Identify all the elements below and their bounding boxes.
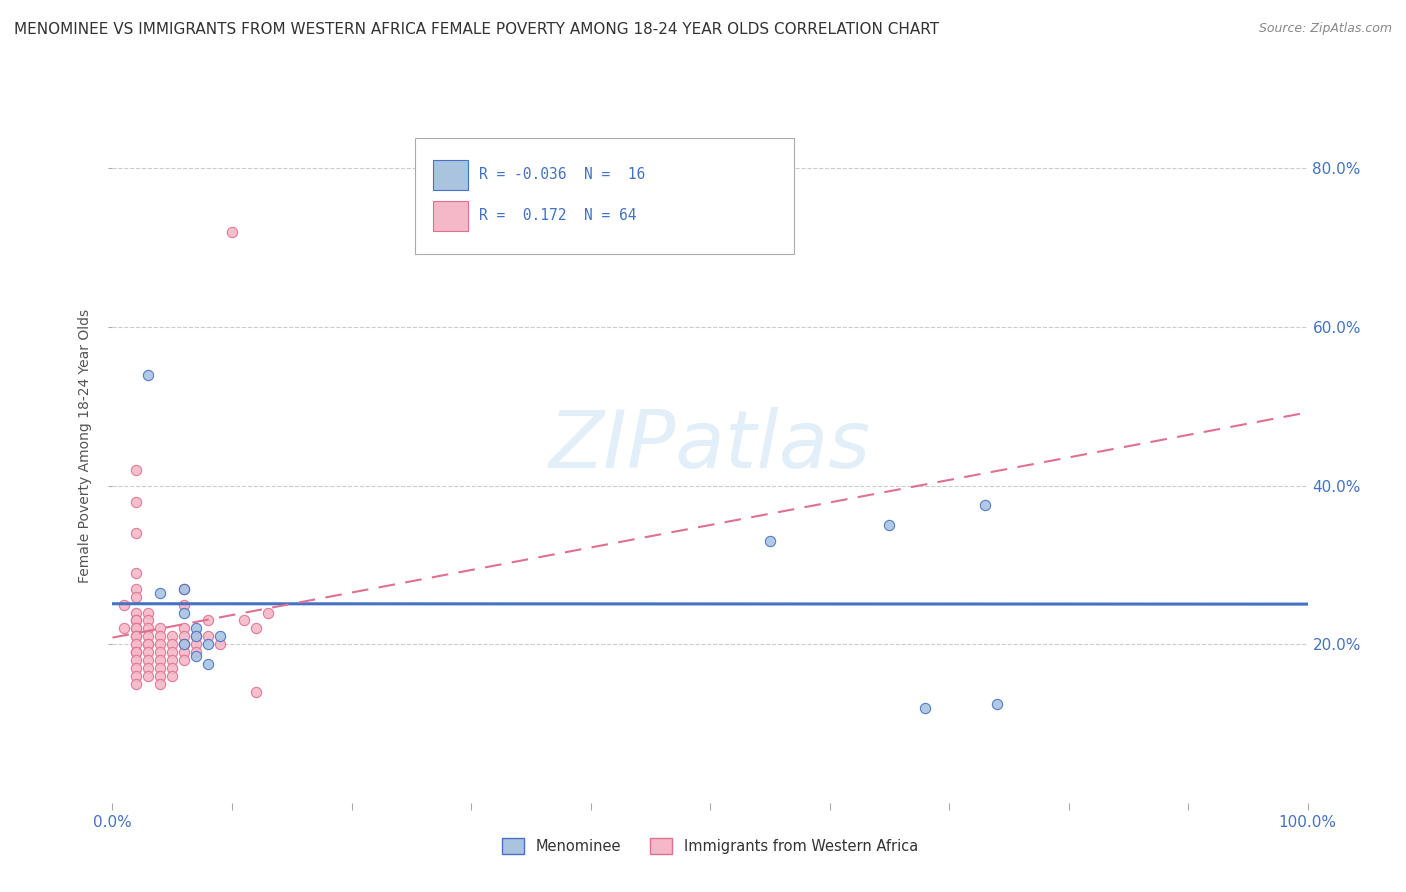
Point xyxy=(149,653,172,667)
Point xyxy=(125,566,148,580)
Point xyxy=(173,653,195,667)
Point xyxy=(138,645,160,659)
Point xyxy=(197,629,219,643)
Point xyxy=(245,621,267,635)
Point xyxy=(245,685,267,699)
Point xyxy=(125,653,148,667)
Point xyxy=(125,645,148,659)
Point xyxy=(114,621,135,635)
Point xyxy=(125,582,148,596)
Point xyxy=(149,669,172,683)
Point xyxy=(125,614,148,628)
Point xyxy=(914,700,936,714)
Point xyxy=(125,621,148,635)
Y-axis label: Female Poverty Among 18-24 Year Olds: Female Poverty Among 18-24 Year Olds xyxy=(79,309,93,583)
Point xyxy=(162,661,183,675)
Point xyxy=(138,637,160,651)
Point xyxy=(162,629,183,643)
Point xyxy=(209,629,232,643)
Point xyxy=(125,614,148,628)
Point xyxy=(138,614,160,628)
Point xyxy=(162,637,183,651)
Point xyxy=(197,657,219,671)
Point xyxy=(173,645,195,659)
Point xyxy=(125,661,148,675)
Text: Source: ZipAtlas.com: Source: ZipAtlas.com xyxy=(1258,22,1392,36)
Point xyxy=(125,629,148,643)
Point xyxy=(173,629,195,643)
Point xyxy=(149,637,172,651)
Point xyxy=(173,582,195,596)
Point xyxy=(149,621,172,635)
Point xyxy=(138,368,160,382)
Text: R = -0.036  N =  16: R = -0.036 N = 16 xyxy=(479,168,645,182)
Point xyxy=(221,225,243,239)
Point xyxy=(173,582,195,596)
Point xyxy=(173,598,195,612)
Point xyxy=(173,621,195,635)
Point xyxy=(125,629,148,643)
Point xyxy=(149,661,172,675)
Point xyxy=(138,621,160,635)
Point xyxy=(986,697,1008,711)
Point xyxy=(233,614,256,628)
Point xyxy=(173,637,195,651)
Point xyxy=(197,614,219,628)
Point xyxy=(879,518,901,533)
Point xyxy=(125,621,148,635)
Point xyxy=(162,669,183,683)
Point xyxy=(125,606,148,620)
Point xyxy=(138,629,160,643)
Point xyxy=(186,629,208,643)
Point xyxy=(125,463,148,477)
Point xyxy=(149,645,172,659)
Point xyxy=(197,637,219,651)
Point xyxy=(138,637,160,651)
Point xyxy=(125,669,148,683)
Legend: Menominee, Immigrants from Western Africa: Menominee, Immigrants from Western Afric… xyxy=(496,832,924,860)
Point xyxy=(149,629,172,643)
Point xyxy=(125,645,148,659)
Point xyxy=(138,606,160,620)
Text: ZIPatlas: ZIPatlas xyxy=(548,407,872,485)
Point xyxy=(173,637,195,651)
Point xyxy=(186,629,208,643)
Point xyxy=(125,677,148,691)
Point xyxy=(162,645,183,659)
Point xyxy=(138,653,160,667)
Point xyxy=(125,590,148,604)
Text: R =  0.172  N = 64: R = 0.172 N = 64 xyxy=(479,209,637,223)
Point xyxy=(186,645,208,659)
Point xyxy=(186,621,208,635)
Point xyxy=(162,653,183,667)
Point xyxy=(149,677,172,691)
Point xyxy=(257,606,280,620)
Point xyxy=(759,534,782,549)
Point xyxy=(138,661,160,675)
Point xyxy=(186,637,208,651)
Point xyxy=(209,637,232,651)
Text: MENOMINEE VS IMMIGRANTS FROM WESTERN AFRICA FEMALE POVERTY AMONG 18-24 YEAR OLDS: MENOMINEE VS IMMIGRANTS FROM WESTERN AFR… xyxy=(14,22,939,37)
Point xyxy=(125,494,148,508)
Point xyxy=(138,669,160,683)
Point xyxy=(125,637,148,651)
Point xyxy=(186,649,208,664)
Point xyxy=(974,499,997,513)
Point xyxy=(114,598,135,612)
Point xyxy=(149,585,172,599)
Point xyxy=(173,606,195,620)
Point xyxy=(125,526,148,541)
